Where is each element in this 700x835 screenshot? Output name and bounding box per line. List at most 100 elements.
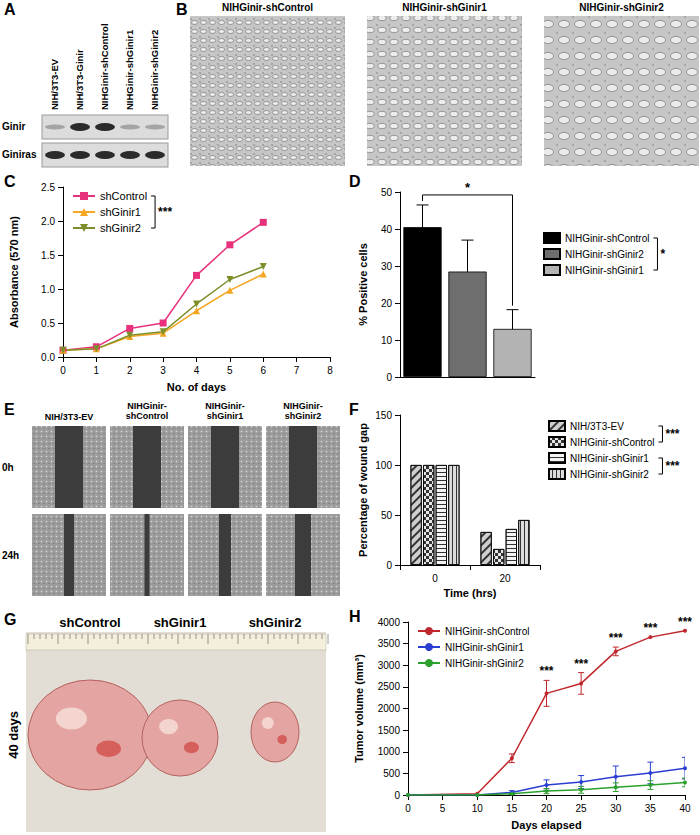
svg-text:Absorbance (570 nm): Absorbance (570 nm) bbox=[8, 216, 20, 328]
svg-text:NIHGinir-shGinir2: NIHGinir-shGinir2 bbox=[283, 401, 323, 421]
svg-text:24h: 24h bbox=[2, 550, 19, 561]
svg-text:40: 40 bbox=[381, 224, 393, 235]
svg-text:3: 3 bbox=[160, 365, 166, 376]
svg-text:25: 25 bbox=[576, 803, 588, 814]
svg-text:35: 35 bbox=[645, 803, 657, 814]
html-text:G: G bbox=[4, 611, 17, 628]
svg-text:5: 5 bbox=[440, 803, 446, 814]
svg-text:2: 2 bbox=[127, 365, 133, 376]
svg-text:shControl: shControl bbox=[59, 615, 120, 630]
svg-text:7: 7 bbox=[294, 365, 300, 376]
svg-text:1.5: 1.5 bbox=[41, 250, 55, 261]
svg-text:1: 1 bbox=[94, 365, 100, 376]
svg-text:NIHGinir-shGinir2: NIHGinir-shGinir2 bbox=[565, 249, 644, 260]
svg-text:NIHGinir-shGinir2: NIHGinir-shGinir2 bbox=[570, 469, 649, 480]
svg-text:150: 150 bbox=[375, 410, 392, 421]
svg-text:0.0: 0.0 bbox=[41, 352, 55, 363]
svg-text:500: 500 bbox=[383, 768, 400, 779]
svg-text:NIHGinir-shGinir1: NIHGinir-shGinir1 bbox=[124, 29, 135, 110]
svg-text:*: * bbox=[660, 247, 665, 261]
svg-text:3500: 3500 bbox=[378, 638, 401, 649]
svg-text:20: 20 bbox=[541, 803, 553, 814]
svg-text:NIHGinir-shGinir1: NIHGinir-shGinir1 bbox=[445, 642, 524, 653]
svg-text:0: 0 bbox=[432, 573, 438, 584]
svg-text:NIHGinir-shGinir2: NIHGinir-shGinir2 bbox=[445, 658, 524, 669]
html-text:D: D bbox=[349, 173, 361, 190]
svg-text:4000: 4000 bbox=[378, 617, 401, 628]
svg-text:***: *** bbox=[643, 621, 657, 635]
svg-text:8: 8 bbox=[327, 365, 333, 376]
svg-text:***: *** bbox=[678, 615, 692, 629]
svg-text:100: 100 bbox=[375, 460, 392, 471]
svg-text:2500: 2500 bbox=[378, 681, 401, 692]
svg-text:NIHGinir-shControl: NIHGinir-shControl bbox=[99, 23, 110, 110]
svg-text:NIHGinir-shControl: NIHGinir-shControl bbox=[445, 626, 529, 637]
svg-text:NIHGinir-shGinir1: NIHGinir-shGinir1 bbox=[205, 401, 245, 421]
svg-text:shGinir1: shGinir1 bbox=[100, 206, 141, 218]
svg-text:0: 0 bbox=[405, 803, 411, 814]
svg-text:NIHGinir-shGinir1: NIHGinir-shGinir1 bbox=[565, 265, 644, 276]
svg-text:Percentage of wound gap: Percentage of wound gap bbox=[357, 423, 369, 557]
svg-text:shGinir2: shGinir2 bbox=[100, 222, 141, 234]
svg-text:NIH/3T3-Ginir: NIH/3T3-Ginir bbox=[74, 49, 85, 110]
svg-text:40 days: 40 days bbox=[6, 711, 21, 759]
svg-text:***: *** bbox=[158, 205, 172, 219]
svg-text:20: 20 bbox=[381, 298, 393, 309]
svg-text:50: 50 bbox=[381, 510, 393, 521]
svg-text:NIHGinir-shControl: NIHGinir-shControl bbox=[222, 2, 313, 13]
svg-text:*: * bbox=[465, 180, 471, 195]
html-text:A: A bbox=[4, 1, 16, 18]
svg-text:NIHGinir-shControl: NIHGinir-shControl bbox=[126, 401, 169, 421]
svg-text:Ginir: Ginir bbox=[2, 121, 25, 132]
html-text:B: B bbox=[176, 1, 188, 18]
svg-text:40: 40 bbox=[679, 803, 691, 814]
svg-text:NIHGinir-shGinir2: NIHGinir-shGinir2 bbox=[149, 30, 160, 110]
svg-text:10: 10 bbox=[381, 335, 393, 346]
svg-text:shGinir2: shGinir2 bbox=[249, 615, 302, 630]
svg-text:30: 30 bbox=[381, 261, 393, 272]
svg-text:NIHGinir-shGinir2: NIHGinir-shGinir2 bbox=[579, 2, 664, 13]
svg-text:***: *** bbox=[665, 427, 679, 441]
svg-text:NIH/3T3-EV: NIH/3T3-EV bbox=[45, 412, 94, 422]
svg-text:2.0: 2.0 bbox=[41, 216, 55, 227]
svg-text:1500: 1500 bbox=[378, 725, 401, 736]
svg-text:30: 30 bbox=[610, 803, 622, 814]
svg-text:Giniras: Giniras bbox=[2, 149, 37, 160]
svg-text:0: 0 bbox=[386, 560, 392, 571]
svg-text:Tumor volume (mm³): Tumor volume (mm³) bbox=[353, 654, 365, 763]
svg-text:4: 4 bbox=[194, 365, 200, 376]
svg-text:Days elapsed: Days elapsed bbox=[511, 819, 581, 831]
svg-text:0h: 0h bbox=[2, 462, 14, 473]
svg-text:NIHGinir-shControl: NIHGinir-shControl bbox=[565, 233, 649, 244]
svg-text:10: 10 bbox=[472, 803, 484, 814]
svg-text:15: 15 bbox=[506, 803, 518, 814]
svg-text:0: 0 bbox=[60, 365, 66, 376]
svg-text:NIHGinir-shGinir1: NIHGinir-shGinir1 bbox=[570, 453, 649, 464]
svg-text:NIH/3T3-EV: NIH/3T3-EV bbox=[570, 421, 624, 432]
svg-text:NIH/3T3-EV: NIH/3T3-EV bbox=[49, 58, 60, 110]
svg-text:0: 0 bbox=[386, 372, 392, 383]
svg-text:0: 0 bbox=[394, 790, 400, 801]
svg-text:NIHGinir-shControl: NIHGinir-shControl bbox=[570, 437, 654, 448]
svg-text:No. of days: No. of days bbox=[167, 381, 226, 393]
svg-text:***: *** bbox=[574, 657, 588, 671]
svg-text:0.5: 0.5 bbox=[41, 318, 55, 329]
svg-text:2.5: 2.5 bbox=[41, 182, 55, 193]
svg-text:5: 5 bbox=[227, 365, 233, 376]
svg-text:shControl: shControl bbox=[100, 190, 147, 202]
svg-text:shGinir1: shGinir1 bbox=[154, 615, 207, 630]
svg-text:% Positive cells: % Positive cells bbox=[357, 243, 369, 326]
svg-text:6: 6 bbox=[260, 365, 266, 376]
svg-text:1.0: 1.0 bbox=[41, 284, 55, 295]
svg-text:***: *** bbox=[665, 459, 679, 473]
svg-text:2000: 2000 bbox=[378, 703, 401, 714]
svg-text:50: 50 bbox=[381, 187, 393, 198]
html-text:C: C bbox=[4, 173, 16, 190]
svg-text:***: *** bbox=[609, 631, 623, 645]
svg-text:***: *** bbox=[539, 664, 553, 678]
svg-text:Time (hrs): Time (hrs) bbox=[444, 587, 497, 599]
svg-text:NIHGinir-shGinir1: NIHGinir-shGinir1 bbox=[402, 2, 487, 13]
svg-text:20: 20 bbox=[499, 573, 511, 584]
svg-text:1000: 1000 bbox=[378, 746, 401, 757]
svg-text:3000: 3000 bbox=[378, 660, 401, 671]
